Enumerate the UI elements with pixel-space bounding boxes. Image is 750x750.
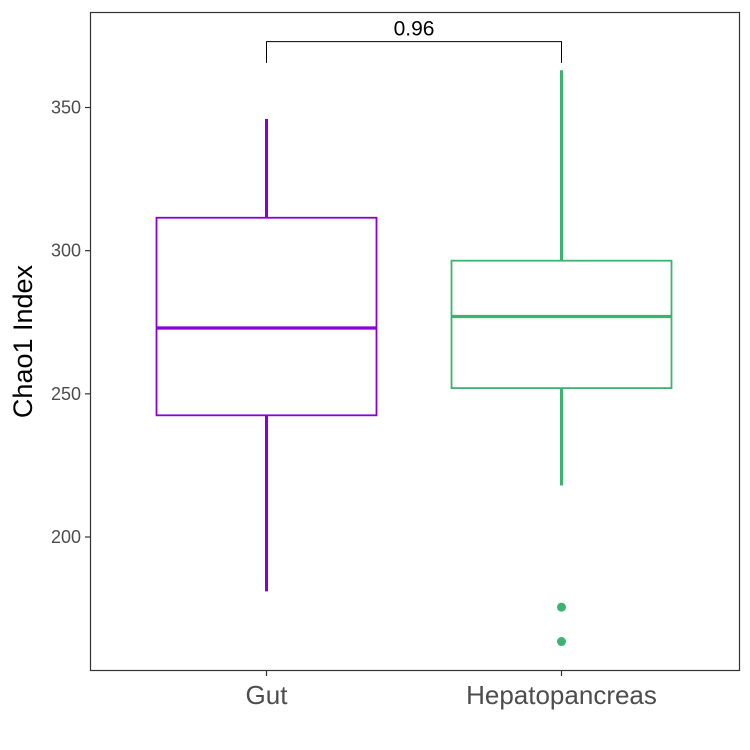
x-tick-label-gut: Gut bbox=[246, 680, 289, 710]
plot-panel-border bbox=[89, 11, 741, 672]
hepatopancreas-box bbox=[450, 259, 673, 390]
hepatopancreas-outlier-point bbox=[557, 602, 566, 612]
x-tick-label-hepatopancreas: Hepatopancreas bbox=[466, 680, 657, 710]
y-tick-label: 250 bbox=[51, 384, 81, 404]
comparison-annotation: 0.96 bbox=[266, 18, 562, 63]
y-axis: 200 250 300 350 bbox=[51, 98, 90, 547]
y-axis-title: Chao1 Index bbox=[8, 264, 38, 418]
y-tick-label: 350 bbox=[51, 98, 81, 118]
y-tick-label: 200 bbox=[51, 527, 81, 547]
comparison-bracket bbox=[266, 41, 562, 63]
y-tick-label: 300 bbox=[51, 241, 81, 261]
x-axis: Gut Hepatopancreas bbox=[246, 671, 657, 710]
boxes-layer bbox=[155, 70, 673, 647]
p-value-label: 0.96 bbox=[394, 18, 435, 41]
gut-box bbox=[155, 216, 378, 417]
hepatopancreas-outlier-point bbox=[557, 637, 566, 647]
